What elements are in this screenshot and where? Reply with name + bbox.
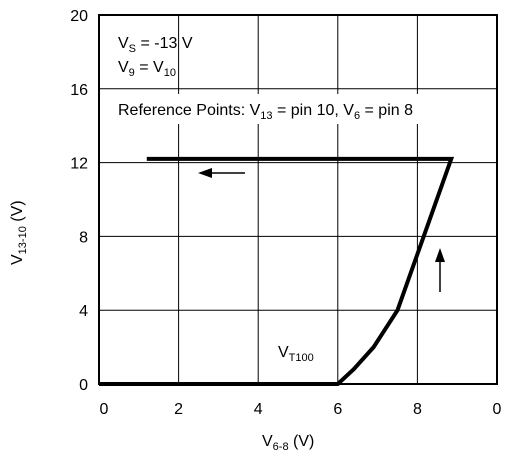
text-part: V [278,344,289,361]
x-tick-label: 4 [254,401,263,418]
arrows [198,168,445,292]
text-part: V [262,433,273,450]
y-tick-label: 20 [70,8,88,25]
subscript: T100 [289,352,314,364]
y-axis-label: V13-10 (V) [9,200,29,265]
y-tick-label: 16 [70,82,88,99]
subscript: S [129,43,136,55]
text-part: Reference Points: V [118,102,261,119]
y-tick-label: 0 [79,377,88,394]
annotation: VS = -13 V [118,35,193,55]
text-part: (V) [9,200,26,226]
subscript: 6 [354,110,360,122]
x-tick-label: 2 [174,401,183,418]
text-part: = pin 8 [360,102,413,119]
annotation: VT100 [278,344,314,364]
annotation: V9 = V10 [118,59,176,79]
text-part: V [9,254,26,265]
x-tick-label: 6 [333,401,342,418]
annotation: Reference Points: V13 = pin 10, V6 = pin… [118,102,413,122]
text-part: V [118,59,129,76]
series-line [99,156,455,386]
text-part: V [118,35,129,52]
annotation-box [112,94,490,124]
subscript: 6-8 [273,441,289,453]
text-part: (V) [289,433,315,450]
arrow-head [435,248,445,262]
y-tick-label: 12 [70,156,88,173]
text-part: = V [135,59,164,76]
y-tick-label: 8 [79,229,88,246]
subscript: 13-10 [17,226,29,254]
x-tick-label: 8 [413,401,422,418]
y-tick-label: 4 [79,303,88,320]
subscript: 13 [260,110,272,122]
arrow-head [198,168,212,178]
text-part: = -13 V [136,35,193,52]
x-tick-label: 0 [493,401,502,418]
subscript: 9 [129,67,135,79]
subscript: 10 [164,67,176,79]
x-tick-label: 0 [100,401,109,418]
text-part: = pin 10, V [273,102,355,119]
x-axis-label: V6-8 (V) [262,433,314,453]
plot-area [99,15,497,384]
